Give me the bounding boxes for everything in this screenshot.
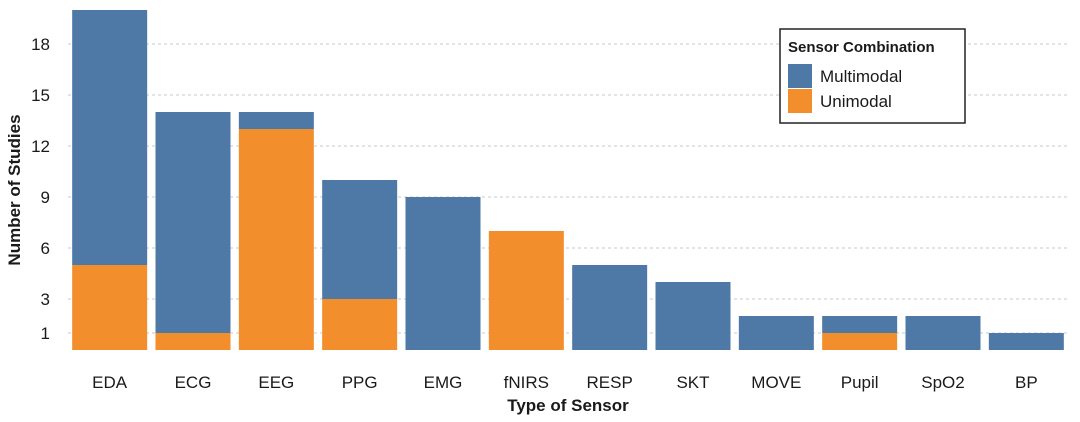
x-tick-label: SpO2 [921,373,964,392]
x-tick-label: Pupil [841,373,879,392]
y-tick-label: 12 [31,137,50,156]
y-tick-label: 15 [31,86,50,105]
x-tick-label: EMG [424,373,463,392]
x-tick-label: ECG [175,373,212,392]
y-tick-label: 9 [41,188,50,207]
bar-multimodal-eda [72,10,148,265]
bar-unimodal-pupil [822,333,898,350]
y-tick-label: 18 [31,35,50,54]
bar-multimodal-skt [655,282,731,350]
x-tick-labels: EDA ECG EEG PPG EMG fNIRS RESP SKT MOVE Pupil SpO2… [92,373,1037,392]
bar-multimodal-ppg [322,180,398,299]
y-tick-label: 6 [41,239,50,258]
x-tick-label: MOVE [751,373,801,392]
bar-multimodal-bp [988,333,1064,350]
legend-title: Sensor Combination [788,39,935,56]
legend-swatch-multimodal [788,64,812,88]
x-tick-label: PPG [342,373,378,392]
legend: Sensor Combination Multimodal Unimodal [779,28,966,124]
x-tick-label: RESP [587,373,633,392]
bar-unimodal-ecg [155,333,231,350]
y-axis-title: Number of Studies [5,114,24,265]
x-tick-label: EDA [92,373,128,392]
bars [72,10,1064,350]
bar-unimodal-ppg [322,299,398,350]
bar-multimodal-eeg [238,112,314,129]
x-tick-label: fNIRS [504,373,549,392]
y-tick-labels: 1 3 6 9 12 15 18 [31,35,50,343]
bar-unimodal-eeg [238,129,314,350]
bar-unimodal-eda [72,265,148,350]
bar-unimodal-fnirs [488,231,564,350]
bar-multimodal-spo2 [905,316,981,350]
bar-multimodal-move [738,316,814,350]
y-tick-label: 3 [41,290,50,309]
legend-label-unimodal: Unimodal [820,92,892,111]
x-tick-label: SKT [676,373,709,392]
bar-multimodal-emg [405,197,481,350]
x-axis-title: Type of Sensor [507,396,629,415]
bar-multimodal-resp [572,265,648,350]
legend-label-multimodal: Multimodal [820,67,902,86]
x-tick-label: EEG [258,373,294,392]
x-tick-label: BP [1015,373,1038,392]
legend-swatch-unimodal [788,89,812,113]
bar-multimodal-pupil [822,316,898,333]
bar-multimodal-ecg [155,112,231,333]
y-tick-label: 1 [41,324,50,343]
gridlines [68,43,1068,334]
